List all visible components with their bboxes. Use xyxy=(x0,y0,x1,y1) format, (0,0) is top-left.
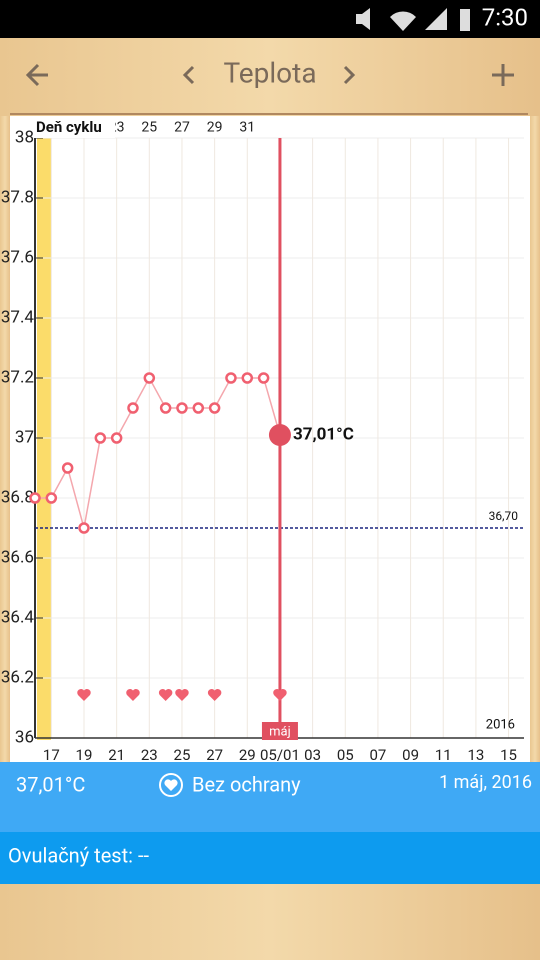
temperature-point xyxy=(94,432,107,444)
intercourse-heart xyxy=(77,689,91,701)
intercourse-heart xyxy=(273,689,287,701)
ovulation-test: Ovulačný test: -- xyxy=(8,843,149,867)
y-tick-label: 36.2 xyxy=(1,667,34,687)
x-tick-label: 17 xyxy=(43,746,60,764)
x-tick-label: 09 xyxy=(402,746,419,764)
y-tick-label: 37 xyxy=(15,427,34,447)
temperature-point xyxy=(225,372,237,384)
period-band xyxy=(37,138,51,740)
value-label: 37,01°C xyxy=(293,424,354,444)
back-button[interactable] xyxy=(25,63,48,87)
temperature-point xyxy=(127,402,139,414)
temperature-point xyxy=(159,402,172,414)
y-tick-label: 37.2 xyxy=(1,367,34,387)
temperature-point xyxy=(241,372,254,384)
month-marker-bg xyxy=(261,722,298,740)
temperature-point xyxy=(176,402,188,414)
x-tick-label: 29 xyxy=(239,746,256,764)
cycle-label: Deň cyklu xyxy=(36,118,102,136)
intercourse-heart xyxy=(126,689,140,701)
cycle-label-bg xyxy=(33,116,115,138)
next-button[interactable] xyxy=(343,65,356,85)
y-tick-label: 36.4 xyxy=(1,607,35,627)
cycle-day: 25 xyxy=(141,120,157,136)
app-title: Teplota xyxy=(223,56,316,89)
temperature-point xyxy=(78,522,90,534)
y-tick-label: 36.8 xyxy=(1,487,34,507)
x-tick-label: 25 xyxy=(174,746,191,764)
info-date: 1 máj, 2016 xyxy=(439,772,532,793)
temperature-point xyxy=(143,372,156,384)
x-tick-label: 19 xyxy=(76,746,93,764)
month-marker: máj xyxy=(269,724,291,739)
status-icons xyxy=(356,8,470,32)
info-temperature: 37,01°C xyxy=(16,772,85,796)
info-protection: Bez ochrany xyxy=(192,772,301,796)
y-tick-label: 37.4 xyxy=(1,307,35,327)
cycle-day: 31 xyxy=(239,120,255,136)
temperature-point xyxy=(208,402,221,414)
y-tick-label: 36.6 xyxy=(1,547,34,567)
x-tick-label: 05/01 xyxy=(260,746,300,764)
reference-label: 36,70 xyxy=(489,509,519,523)
intercourse-heart xyxy=(158,689,173,701)
intercourse-heart xyxy=(175,689,189,701)
cycle-day: 29 xyxy=(207,120,223,136)
x-tick-label: 13 xyxy=(467,746,484,764)
y-tick-label: 37.6 xyxy=(1,247,34,267)
year-label: 2016 xyxy=(486,717,515,732)
selected-point xyxy=(268,424,291,446)
y-tick-label: 37.8 xyxy=(1,187,34,207)
x-tick-label: 11 xyxy=(435,746,452,764)
x-tick-label: 23 xyxy=(141,746,158,764)
info-bar xyxy=(0,762,540,832)
temperature-point xyxy=(45,492,58,504)
app-bar xyxy=(0,38,540,116)
intercourse-heart xyxy=(207,689,222,701)
prev-button[interactable] xyxy=(182,65,195,85)
y-tick-label: 36 xyxy=(15,727,34,747)
temperature-line xyxy=(35,376,281,529)
x-tick-label: 15 xyxy=(500,746,517,764)
temperature-point xyxy=(110,432,123,444)
ovulation-bar[interactable] xyxy=(0,832,540,884)
temperature-point xyxy=(192,402,205,414)
add-button[interactable] xyxy=(492,64,514,86)
x-tick-label: 27 xyxy=(206,746,223,764)
x-tick-label: 07 xyxy=(369,746,386,764)
status-time: 7:30 xyxy=(482,3,528,31)
x-tick-label: 03 xyxy=(304,746,321,764)
cycle-day: 27 xyxy=(174,120,190,136)
x-tick-label: 21 xyxy=(108,746,125,764)
temperature-point xyxy=(61,462,74,474)
status-bar xyxy=(0,0,540,38)
y-tick-label: 38 xyxy=(15,127,34,147)
temperature-point xyxy=(29,492,41,504)
x-tick-label: 05 xyxy=(337,746,354,764)
temperature-point xyxy=(257,372,270,384)
